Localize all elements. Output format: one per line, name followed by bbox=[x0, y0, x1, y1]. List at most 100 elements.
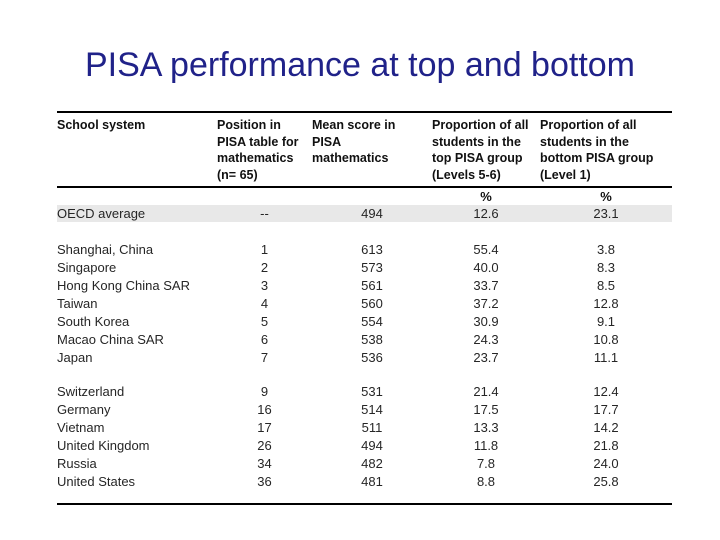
table-row: Germany 16 514 17.5 17.7 bbox=[57, 401, 672, 419]
table-row: Taiwan 4 560 37.2 12.8 bbox=[57, 295, 672, 313]
header-row: School system Position in PISA table for… bbox=[57, 112, 672, 188]
top-group-cell: 33.7 bbox=[473, 278, 499, 293]
top-group-cell: 8.8 bbox=[476, 474, 496, 489]
table-row: South Korea 5 554 30.9 9.1 bbox=[57, 313, 672, 331]
school-system-cell: Shanghai, China bbox=[57, 242, 154, 257]
school-system-cell: Taiwan bbox=[57, 296, 98, 311]
mean-score-cell: 481 bbox=[361, 474, 383, 489]
school-system-cell: OECD average bbox=[57, 205, 217, 222]
top-group-cell: 12.6 bbox=[432, 205, 540, 222]
position-cell: 7 bbox=[260, 350, 269, 365]
pisa-table: School system Position in PISA table for… bbox=[57, 111, 672, 505]
spacer-row bbox=[57, 222, 672, 241]
mean-score-cell: 511 bbox=[361, 420, 383, 435]
position-cell: 3 bbox=[260, 278, 269, 293]
school-system-cell: Hong Kong China SAR bbox=[57, 278, 190, 293]
percent-row: % % bbox=[57, 187, 672, 205]
top-group-cell: 30.9 bbox=[473, 314, 499, 329]
school-system-cell: Vietnam bbox=[57, 420, 105, 435]
position-cell: 26 bbox=[257, 438, 272, 453]
position-cell: 9 bbox=[260, 384, 269, 399]
mean-score-cell: 573 bbox=[361, 260, 383, 275]
bottom-group-cell: 12.8 bbox=[593, 296, 619, 311]
col-header-bottom-group: Proportion of all students in the bottom… bbox=[540, 112, 672, 188]
table-row: United Kingdom 26 494 11.8 21.8 bbox=[57, 437, 672, 455]
bottom-group-cell: 9.1 bbox=[596, 314, 616, 329]
table-row: Japan 7 536 23.7 11.1 bbox=[57, 349, 672, 367]
percent-unit-bottom: % bbox=[600, 189, 612, 204]
mean-score-cell: 494 bbox=[312, 205, 432, 222]
position-cell: 1 bbox=[260, 242, 269, 257]
mean-score-cell: 482 bbox=[361, 456, 383, 471]
spacer-cell bbox=[57, 367, 672, 383]
spacer-cell bbox=[57, 222, 672, 241]
mean-score-cell: 531 bbox=[361, 384, 383, 399]
table-row: Shanghai, China 1 613 55.4 3.8 bbox=[57, 241, 672, 259]
top-group-cell: 11.8 bbox=[473, 438, 499, 453]
percent-unit-top: % bbox=[480, 189, 492, 204]
position-cell: -- bbox=[217, 205, 312, 222]
top-group-cell: 37.2 bbox=[473, 296, 499, 311]
mean-score-cell: 561 bbox=[361, 278, 383, 293]
bottom-group-cell: 8.5 bbox=[596, 278, 616, 293]
top-group-cell: 24.3 bbox=[473, 332, 499, 347]
school-system-cell: United States bbox=[57, 474, 136, 489]
bottom-group-cell: 3.8 bbox=[596, 242, 616, 257]
top-group-cell: 21.4 bbox=[473, 384, 499, 399]
position-cell: 6 bbox=[260, 332, 269, 347]
school-system-cell: Switzerland bbox=[57, 384, 125, 399]
school-system-cell: Singapore bbox=[57, 260, 117, 275]
position-cell: 36 bbox=[257, 474, 272, 489]
col-header-school-system: School system bbox=[57, 112, 217, 188]
spacer-section bbox=[57, 491, 672, 504]
spacer-section bbox=[57, 367, 672, 383]
empty-cell bbox=[312, 187, 432, 205]
bottom-group-cell: 10.8 bbox=[593, 332, 619, 347]
bottom-group-cell: 11.1 bbox=[593, 350, 619, 365]
spacer-section bbox=[57, 222, 672, 241]
empty-cell bbox=[217, 187, 312, 205]
mean-score-cell: 560 bbox=[361, 296, 383, 311]
spacer-row bbox=[57, 491, 672, 504]
school-system-cell: Russia bbox=[57, 456, 97, 471]
col-header-position: Position in PISA table for mathematics (… bbox=[217, 112, 312, 188]
mean-score-cell: 494 bbox=[361, 438, 383, 453]
bottom-group-cell: 17.7 bbox=[593, 402, 619, 417]
spacer-row bbox=[57, 367, 672, 383]
bottom-group-cell: 23.1 bbox=[540, 205, 672, 222]
mean-score-cell: 554 bbox=[361, 314, 383, 329]
bottom-group-cell: 24.0 bbox=[593, 456, 619, 471]
position-cell: 5 bbox=[260, 314, 269, 329]
table-header: School system Position in PISA table for… bbox=[57, 112, 672, 188]
mean-score-cell: 538 bbox=[361, 332, 383, 347]
mean-score-cell: 514 bbox=[361, 402, 383, 417]
table-group-selected-countries: Switzerland 9 531 21.4 12.4 Germany 16 514 17.5 1… bbox=[57, 383, 672, 491]
school-system-cell: United Kingdom bbox=[57, 438, 150, 453]
position-cell: 34 bbox=[257, 456, 272, 471]
units-and-summary: % % OECD average -- 494 12.6 23.1 bbox=[57, 187, 672, 222]
bottom-group-cell: 25.8 bbox=[593, 474, 619, 489]
position-cell: 16 bbox=[257, 402, 272, 417]
mean-score-cell: 613 bbox=[361, 242, 383, 257]
school-system-cell: Japan bbox=[57, 350, 93, 365]
position-cell: 4 bbox=[260, 296, 269, 311]
page-title: PISA performance at top and bottom bbox=[85, 46, 635, 84]
bottom-group-cell: 14.2 bbox=[593, 420, 619, 435]
table-row: United States 36 481 8.8 25.8 bbox=[57, 473, 672, 491]
table-group-top-performers: Shanghai, China 1 613 55.4 3.8 Singapore 2 573 4… bbox=[57, 241, 672, 367]
top-group-cell: 23.7 bbox=[473, 350, 499, 365]
school-system-cell: Germany bbox=[57, 402, 111, 417]
spacer-cell bbox=[57, 491, 672, 504]
table-row: Russia 34 482 7.8 24.0 bbox=[57, 455, 672, 473]
mean-score-cell: 536 bbox=[361, 350, 383, 365]
table-row: Macao China SAR 6 538 24.3 10.8 bbox=[57, 331, 672, 349]
bottom-group-cell: 21.8 bbox=[593, 438, 619, 453]
bottom-group-cell: 8.3 bbox=[596, 260, 616, 275]
col-header-top-group: Proportion of all students in the top PI… bbox=[432, 112, 540, 188]
top-group-cell: 40.0 bbox=[473, 260, 499, 275]
school-system-cell: South Korea bbox=[57, 314, 130, 329]
table-row: Hong Kong China SAR 3 561 33.7 8.5 bbox=[57, 277, 672, 295]
position-cell: 2 bbox=[260, 260, 269, 275]
top-group-cell: 7.8 bbox=[476, 456, 496, 471]
empty-cell bbox=[57, 187, 217, 205]
